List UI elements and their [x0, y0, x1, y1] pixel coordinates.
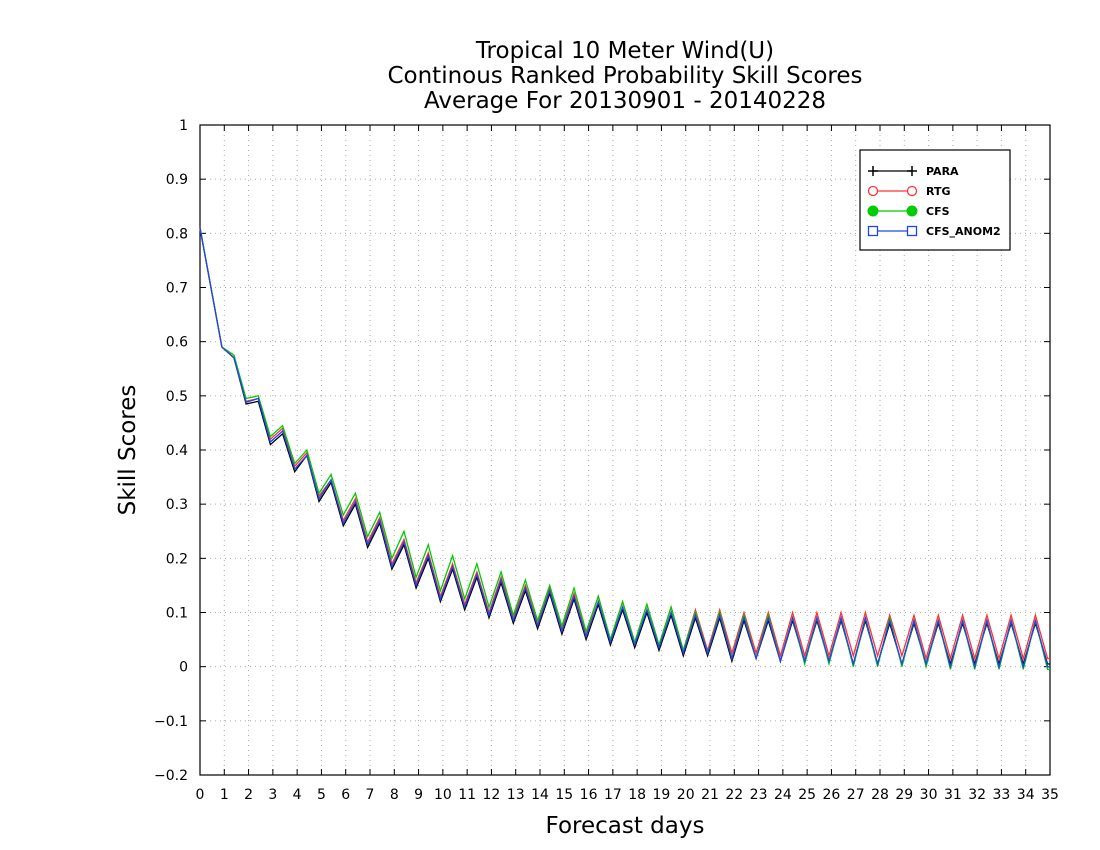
legend-label: RTG — [926, 185, 951, 198]
x-tick-label: 11 — [458, 787, 476, 803]
x-tick-label: 28 — [871, 787, 889, 803]
x-tick-label: 8 — [390, 787, 399, 803]
x-tick-label: 2 — [244, 787, 253, 803]
x-tick-label: 16 — [580, 787, 598, 803]
y-tick-label: 0.8 — [166, 226, 188, 242]
axis-titles: Forecast days Skill Scores — [115, 385, 704, 839]
x-tick-label: 9 — [414, 787, 423, 803]
legend-marker-dot — [906, 205, 918, 217]
y-tick-label: 0.5 — [166, 389, 188, 405]
x-tick-label: 6 — [341, 787, 350, 803]
chart-title: Tropical 10 Meter Wind(U)Continous Ranke… — [387, 38, 862, 114]
legend-item-cfs-anom2: CFS_ANOM2 — [867, 225, 1001, 238]
legend-item-cfs: CFS — [867, 205, 950, 218]
series-line-cfs-anom2 — [199, 227, 1050, 670]
x-tick-label: 33 — [993, 787, 1011, 803]
x-tick-label: 14 — [531, 787, 549, 803]
legend-marker-square — [867, 225, 879, 237]
x-tick-label: 15 — [555, 787, 573, 803]
x-tick-label: 31 — [944, 787, 962, 803]
legend-marker-circle — [867, 185, 879, 197]
x-tick-label: 23 — [750, 787, 768, 803]
x-tick-label: 32 — [968, 787, 986, 803]
x-axis-title: Forecast days — [546, 813, 705, 839]
y-tick-label: 0.9 — [166, 172, 188, 188]
x-tick-label: 1 — [220, 787, 229, 803]
x-tick-label: 3 — [268, 787, 277, 803]
x-tick-label: 17 — [604, 787, 622, 803]
x-tick-label: 5 — [317, 787, 326, 803]
grid — [200, 125, 1050, 775]
title-line-3: Average For 20130901 - 20140228 — [424, 88, 826, 114]
x-tick-label: 18 — [628, 787, 646, 803]
x-tick-label: 21 — [701, 787, 719, 803]
x-tick-label: 13 — [507, 787, 525, 803]
legend-box — [859, 149, 1011, 251]
x-tick-label: 29 — [895, 787, 913, 803]
x-tick-label: 24 — [774, 787, 792, 803]
y-tick-label: 0.3 — [166, 497, 188, 513]
series-lines — [199, 227, 1050, 671]
y-axis-title: Skill Scores — [115, 385, 141, 516]
title-line-1: Tropical 10 Meter Wind(U) — [475, 38, 774, 64]
x-tick-label: 4 — [293, 787, 302, 803]
axis-ticks: 0 1 2 3 4 5 6 7 8 9 10 11 12 13 14 15 16 17 18 19 20 21 22 23 24… — [154, 118, 1059, 803]
title-line-2: Continous Ranked Probability Skill Score… — [387, 63, 862, 89]
x-tick-label: 20 — [677, 787, 695, 803]
y-tick-label: 0.6 — [166, 335, 188, 351]
y-tick-label: 1 — [179, 118, 188, 134]
legend-label: CFS_ANOM2 — [926, 225, 1001, 238]
x-tick-label: 35 — [1041, 787, 1059, 803]
x-tick-label: 34 — [1017, 787, 1035, 803]
y-tick-label: 0.4 — [166, 443, 188, 459]
x-tick-label: 27 — [847, 787, 865, 803]
legend-item-para: PARA — [868, 165, 959, 178]
legend: PARA RTG CFS CFS_ANOM2 — [859, 149, 1011, 251]
series-line-rtg — [199, 227, 1050, 661]
x-tick-label: 25 — [798, 787, 816, 803]
legend-marker-dot — [867, 205, 879, 217]
y-tick-label: 0.7 — [166, 281, 188, 297]
x-tick-label: 12 — [483, 787, 501, 803]
y-tick-label: 0 — [179, 660, 188, 676]
y-tick-label: 0.1 — [166, 606, 188, 622]
series-line-para — [199, 227, 1050, 667]
legend-marker-plus — [907, 166, 917, 176]
x-tick-label: 0 — [196, 787, 205, 803]
x-tick-label: 26 — [823, 787, 841, 803]
x-tick-label: 7 — [366, 787, 375, 803]
legend-label: CFS — [926, 205, 950, 218]
y-tick-label: 0.2 — [166, 551, 188, 567]
x-tick-label: 19 — [653, 787, 671, 803]
series-line-cfs — [199, 227, 1050, 671]
x-tick-label: 22 — [725, 787, 743, 803]
legend-marker-circle — [906, 185, 918, 197]
legend-label: PARA — [926, 165, 959, 178]
x-tick-label: 30 — [920, 787, 938, 803]
y-tick-label: −0.2 — [154, 768, 188, 784]
y-tick-label: −0.1 — [154, 714, 188, 730]
legend-item-rtg: RTG — [867, 185, 951, 198]
legend-marker-plus — [868, 166, 878, 176]
legend-marker-square — [906, 225, 918, 237]
x-tick-label: 10 — [434, 787, 452, 803]
